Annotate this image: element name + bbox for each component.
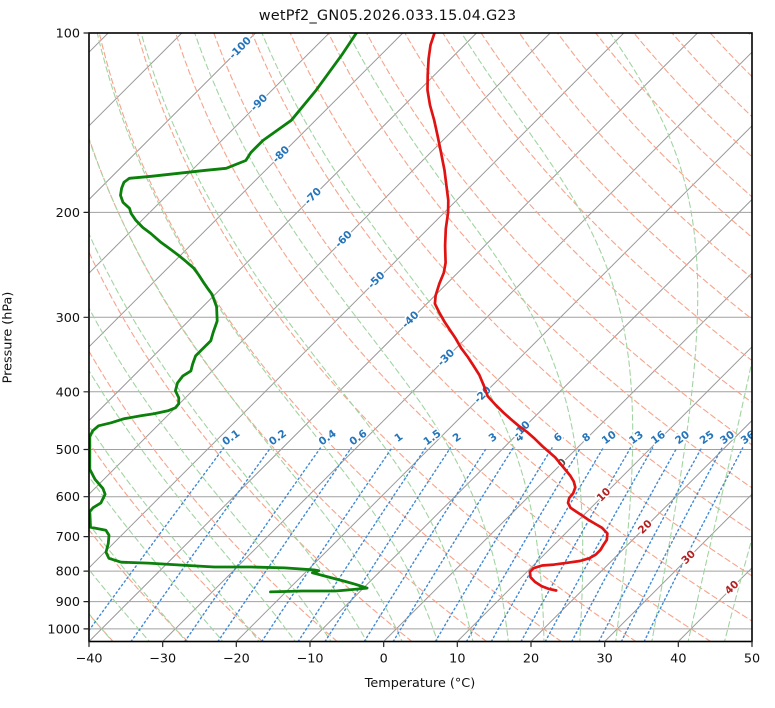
svg-text:200: 200 — [56, 206, 80, 221]
svg-text:0.1: 0.1 — [220, 428, 242, 449]
svg-text:700: 700 — [56, 530, 80, 545]
svg-text:1000: 1000 — [47, 622, 80, 637]
svg-text:800: 800 — [56, 565, 80, 580]
svg-text:1.5: 1.5 — [421, 428, 443, 449]
svg-text:25: 25 — [698, 429, 717, 447]
svg-text:0: 0 — [380, 652, 388, 667]
svg-text:900: 900 — [56, 595, 80, 610]
svg-text:−20: −20 — [223, 652, 250, 667]
svg-text:20: 20 — [523, 652, 539, 667]
svg-text:500: 500 — [56, 443, 80, 458]
svg-text:30: 30 — [597, 652, 613, 667]
svg-text:400: 400 — [56, 385, 80, 400]
chart-title: wetPf2_GN05.2026.033.15.04.G23 — [258, 8, 517, 24]
svg-text:−40: −40 — [75, 652, 102, 667]
svg-text:20: 20 — [673, 429, 692, 447]
svg-text:16: 16 — [649, 429, 668, 447]
svg-text:10: 10 — [449, 652, 465, 667]
svg-text:0.6: 0.6 — [347, 428, 369, 449]
svg-text:2: 2 — [451, 431, 464, 445]
svg-text:0.4: 0.4 — [317, 428, 339, 449]
svg-text:−10: −10 — [296, 652, 323, 667]
svg-text:13: 13 — [627, 429, 646, 447]
svg-text:1: 1 — [392, 431, 405, 445]
svg-text:300: 300 — [56, 311, 80, 326]
svg-text:600: 600 — [56, 490, 80, 505]
svg-text:50: 50 — [744, 652, 760, 667]
svg-text:100: 100 — [56, 27, 80, 42]
svg-text:40: 40 — [670, 652, 686, 667]
svg-text:10: 10 — [600, 429, 619, 447]
svg-text:−30: −30 — [149, 652, 176, 667]
x-axis-label: Temperature (°C) — [364, 676, 476, 691]
